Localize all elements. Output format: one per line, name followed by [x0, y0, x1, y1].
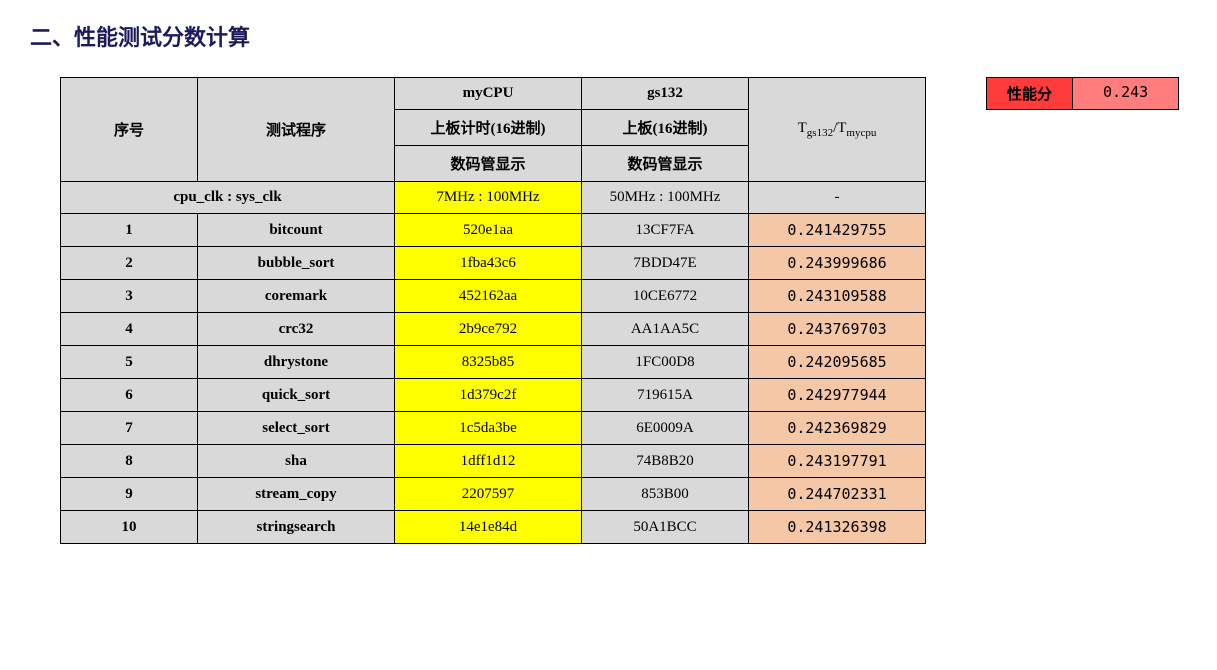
cell-prog: stringsearch	[198, 511, 395, 544]
cell-ratio: 0.242095685	[749, 346, 926, 379]
cell-gs: 7BDD47E	[582, 247, 749, 280]
cell-ratio: 0.243999686	[749, 247, 926, 280]
cell-mycpu: 2207597	[395, 478, 582, 511]
cell-seq: 10	[61, 511, 198, 544]
score-badge: 性能分 0.243	[986, 77, 1179, 110]
cell-mycpu: 8325b85	[395, 346, 582, 379]
cell-mycpu: 1c5da3be	[395, 412, 582, 445]
clk-mycpu: 7MHz : 100MHz	[395, 182, 582, 214]
performance-table: 序号 测试程序 myCPU gs132 Tgs132/Tmycpu 上板计时(1…	[60, 77, 926, 544]
cell-prog: stream_copy	[198, 478, 395, 511]
cell-mycpu: 1d379c2f	[395, 379, 582, 412]
cell-prog: dhrystone	[198, 346, 395, 379]
score-value: 0.243	[1073, 78, 1178, 109]
header-mycpu: myCPU	[395, 78, 582, 110]
table-row: 3coremark452162aa10CE67720.243109588	[61, 280, 926, 313]
cell-gs: 853B00	[582, 478, 749, 511]
cell-ratio: 0.243109588	[749, 280, 926, 313]
cell-ratio: 0.242977944	[749, 379, 926, 412]
cell-mycpu: 2b9ce792	[395, 313, 582, 346]
table-row: 4crc322b9ce792AA1AA5C0.243769703	[61, 313, 926, 346]
cell-mycpu: 1dff1d12	[395, 445, 582, 478]
cell-ratio: 0.241429755	[749, 214, 926, 247]
table-row: 6quick_sort1d379c2f719615A0.242977944	[61, 379, 926, 412]
cell-gs: 10CE6772	[582, 280, 749, 313]
table-row: 9stream_copy2207597853B000.244702331	[61, 478, 926, 511]
cell-gs: 13CF7FA	[582, 214, 749, 247]
clk-label: cpu_clk : sys_clk	[61, 182, 395, 214]
header-gs132: gs132	[582, 78, 749, 110]
header-mycpu-sub: 上板计时(16进制)	[395, 110, 582, 146]
cell-gs: 719615A	[582, 379, 749, 412]
cell-prog: select_sort	[198, 412, 395, 445]
cell-seq: 9	[61, 478, 198, 511]
clk-row: cpu_clk : sys_clk 7MHz : 100MHz 50MHz : …	[61, 182, 926, 214]
cell-mycpu: 452162aa	[395, 280, 582, 313]
cell-prog: sha	[198, 445, 395, 478]
cell-seq: 1	[61, 214, 198, 247]
cell-ratio: 0.244702331	[749, 478, 926, 511]
cell-seq: 3	[61, 280, 198, 313]
cell-seq: 2	[61, 247, 198, 280]
cell-mycpu: 14e1e84d	[395, 511, 582, 544]
section-title: 二、性能测试分数计算	[30, 20, 1187, 52]
header-mycpu-disp: 数码管显示	[395, 146, 582, 182]
table-row: 10stringsearch14e1e84d50A1BCC0.241326398	[61, 511, 926, 544]
clk-ratio: -	[749, 182, 926, 214]
cell-gs: 6E0009A	[582, 412, 749, 445]
cell-mycpu: 1fba43c6	[395, 247, 582, 280]
content-row: 序号 测试程序 myCPU gs132 Tgs132/Tmycpu 上板计时(1…	[30, 77, 1187, 544]
cell-seq: 8	[61, 445, 198, 478]
clk-gs132: 50MHz : 100MHz	[582, 182, 749, 214]
cell-seq: 6	[61, 379, 198, 412]
cell-gs: 50A1BCC	[582, 511, 749, 544]
header-ratio: Tgs132/Tmycpu	[749, 78, 926, 182]
cell-prog: coremark	[198, 280, 395, 313]
table-row: 5dhrystone8325b851FC00D80.242095685	[61, 346, 926, 379]
header-gs-sub: 上板(16进制)	[582, 110, 749, 146]
cell-seq: 7	[61, 412, 198, 445]
table-row: 8sha1dff1d1274B8B200.243197791	[61, 445, 926, 478]
cell-seq: 5	[61, 346, 198, 379]
table-row: 2bubble_sort1fba43c67BDD47E0.243999686	[61, 247, 926, 280]
header-prog: 测试程序	[198, 78, 395, 182]
table-row: 7select_sort1c5da3be6E0009A0.242369829	[61, 412, 926, 445]
score-label: 性能分	[987, 78, 1073, 109]
cell-mycpu: 520e1aa	[395, 214, 582, 247]
cell-seq: 4	[61, 313, 198, 346]
cell-gs: 74B8B20	[582, 445, 749, 478]
cell-prog: crc32	[198, 313, 395, 346]
header-gs-disp: 数码管显示	[582, 146, 749, 182]
cell-prog: bitcount	[198, 214, 395, 247]
cell-prog: bubble_sort	[198, 247, 395, 280]
header-seq: 序号	[61, 78, 198, 182]
cell-gs: AA1AA5C	[582, 313, 749, 346]
cell-ratio: 0.242369829	[749, 412, 926, 445]
cell-ratio: 0.241326398	[749, 511, 926, 544]
cell-prog: quick_sort	[198, 379, 395, 412]
cell-ratio: 0.243197791	[749, 445, 926, 478]
cell-ratio: 0.243769703	[749, 313, 926, 346]
cell-gs: 1FC00D8	[582, 346, 749, 379]
table-row: 1bitcount520e1aa13CF7FA0.241429755	[61, 214, 926, 247]
